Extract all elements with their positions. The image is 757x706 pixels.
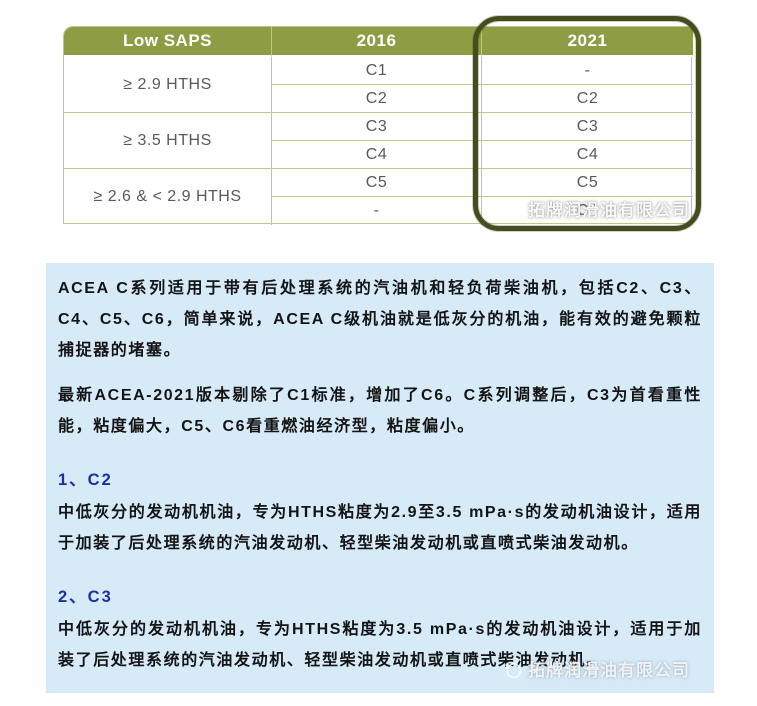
paragraph-c2-description: 中低灰分的发动机机油，专为HTHS粘度为2.9至3.5 mPa·s的发动机油设计… bbox=[58, 504, 702, 552]
table-cell-2016-c2: C2 bbox=[271, 85, 481, 113]
article-panel: ACEA C系列适用于带有后处理系统的汽油机和轻负荷柴油机，包括C2、C3、C4… bbox=[46, 263, 714, 693]
table-cell-2021-c4: C4 bbox=[481, 141, 693, 169]
row-group-label-hths-2-9: ≥ 2.9 HTHS bbox=[64, 57, 271, 113]
section-title-c2: 1、C2 bbox=[58, 471, 113, 489]
table-cell-2021-c2: C2 bbox=[481, 85, 693, 113]
table-cell-2021-dash: - bbox=[481, 57, 693, 85]
row-group-label-hths-3-5: ≥ 3.5 HTHS bbox=[64, 113, 271, 169]
table-cell-2016-c3: C3 bbox=[271, 113, 481, 141]
table-cell-2016-c4: C4 bbox=[271, 141, 481, 169]
table-header-low-saps: Low SAPS bbox=[64, 27, 271, 57]
table-cell-2021-c3: C3 bbox=[481, 113, 693, 141]
table-cell-2016-dash: - bbox=[271, 197, 481, 225]
row-group-label-hths-2-6: ≥ 2.6 & < 2.9 HTHS bbox=[93, 188, 242, 205]
table-cell-2016-c5: C5 bbox=[271, 169, 481, 197]
acea-low-saps-table: Low SAPS 2016 2021 ≥ 2.9 HTHS C1 - C2 C2… bbox=[63, 26, 693, 225]
table-cell-2016-c1: C1 bbox=[271, 57, 481, 85]
table-header-2021: 2021 bbox=[481, 27, 693, 57]
table-cell-2021-c6: C6 bbox=[481, 197, 693, 225]
paragraph-c3-description: 中低灰分的发动机机油，专为HTHS粘度为3.5 mPa·s的发动机油设计，适用于… bbox=[58, 621, 702, 669]
paragraph-acea-c-intro: ACEA C系列适用于带有后处理系统的汽油机和轻负荷柴油机，包括C2、C3、C4… bbox=[58, 280, 702, 359]
table-header-2016: 2016 bbox=[271, 27, 481, 57]
table-cell-2021-c5: C5 bbox=[481, 169, 693, 197]
section-title-c3: 2、C3 bbox=[58, 588, 113, 606]
paragraph-acea-2021-change: 最新ACEA-2021版本剔除了C1标准，增加了C6。C系列调整后，C3为首看重… bbox=[58, 387, 702, 435]
